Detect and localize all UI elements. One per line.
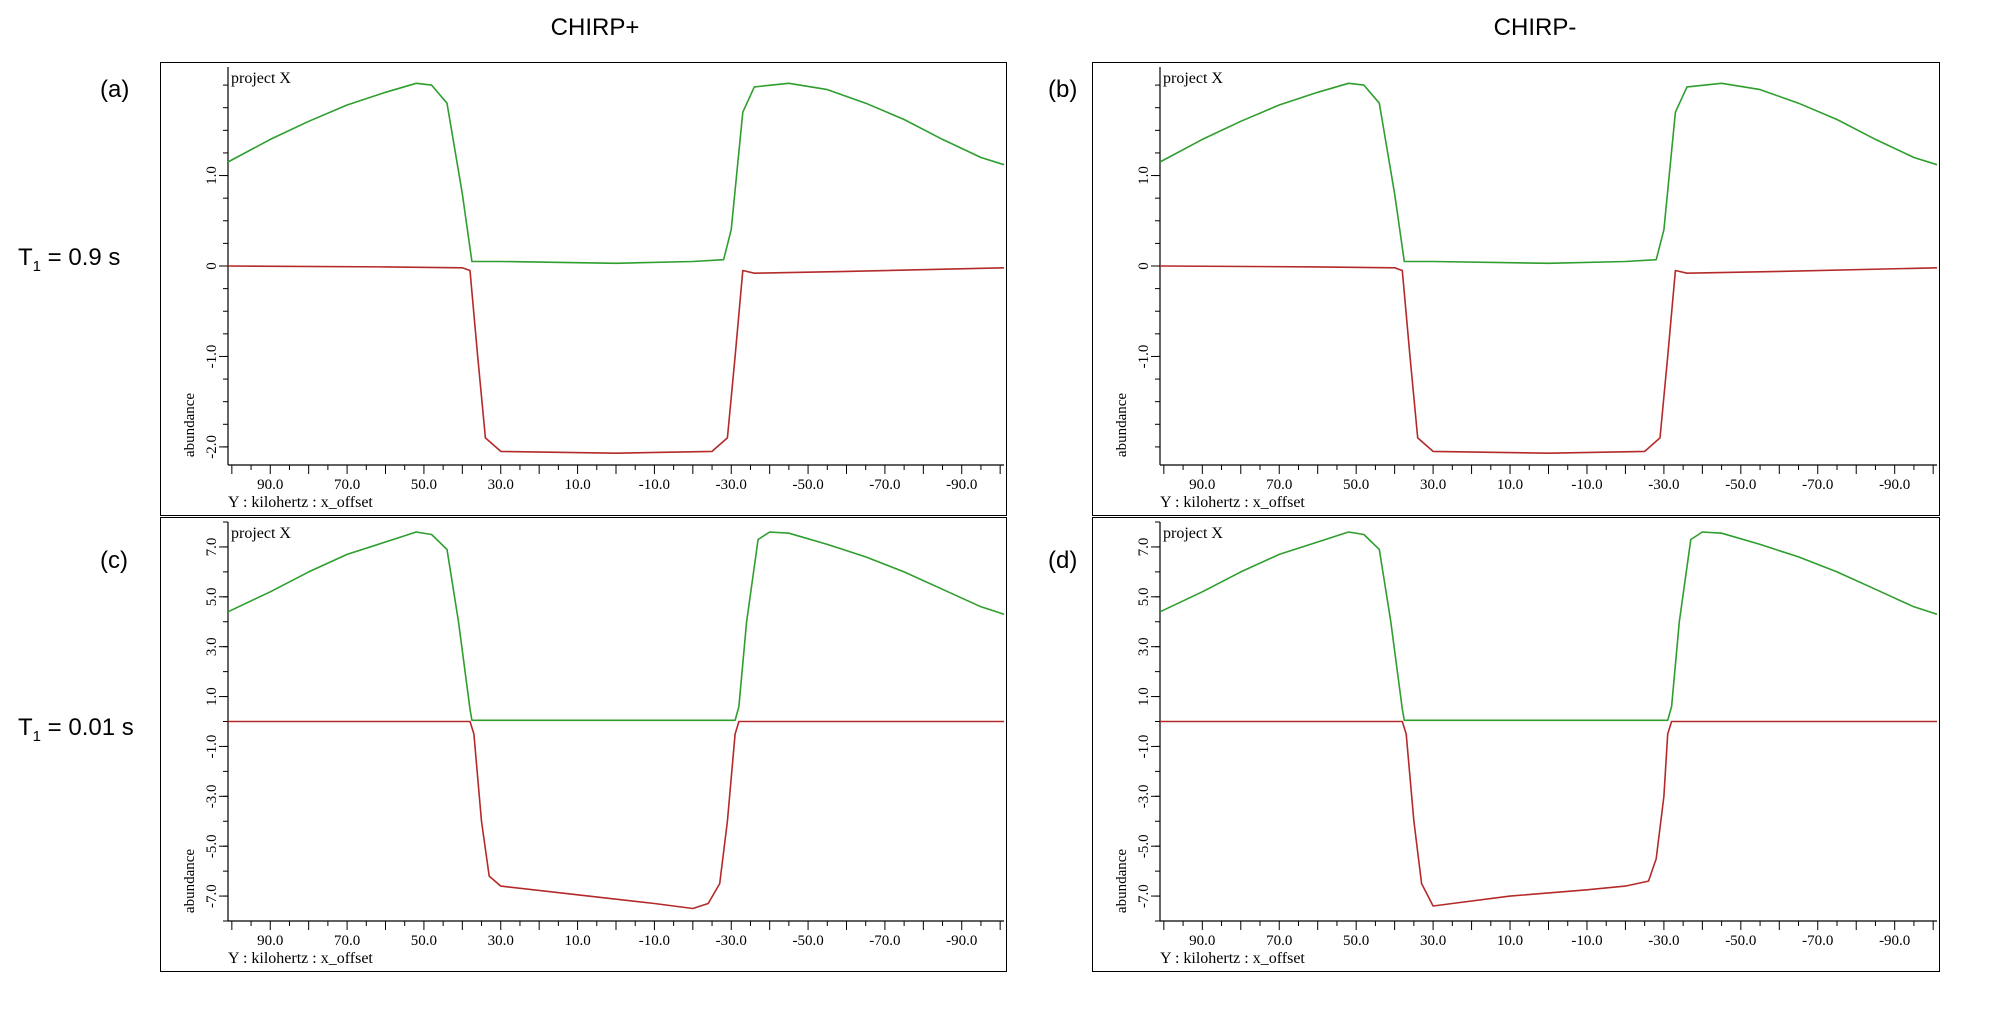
x-tick-label: 10.0	[564, 933, 590, 949]
y-tick-label: 5.0	[204, 587, 220, 606]
green-series-line	[227, 82, 1005, 265]
x-axis-label: Y : kilohertz : x_offset	[1160, 494, 1305, 511]
x-tick-label: -30.0	[716, 933, 747, 949]
red-series-line	[1159, 265, 1938, 454]
x-tick-label: -90.0	[1879, 933, 1910, 949]
x-tick-label: 50.0	[1343, 933, 1369, 949]
x-tick-label: 30.0	[1420, 933, 1446, 949]
y-tick-label: 1.0	[1136, 687, 1152, 706]
red-series-line	[228, 720, 1004, 910]
chart-svg: 90.0 70.0 50.0 30.0 10.0 -10.0 -30.0 -50.0 -70.0…	[1114, 67, 1938, 511]
x-tick-label: 10.0	[1497, 477, 1523, 493]
y-tick-label: -1.0	[1136, 345, 1152, 369]
panel-label-c: (c)	[100, 547, 128, 574]
y-tick-label: 1.0	[1136, 166, 1152, 185]
panel-label-a: (a)	[100, 76, 130, 103]
column-header-chirp-plus: CHIRP+	[550, 14, 640, 41]
y-axis-label: abundance	[182, 393, 198, 457]
chart-title: project X	[231, 525, 291, 542]
y-tick-label: -2.0	[204, 435, 220, 459]
x-tick-label: 50.0	[411, 477, 437, 493]
y-tick-label: 1.0	[204, 166, 220, 185]
y-tick-label: -7.0	[204, 884, 220, 908]
green-series-line	[1159, 82, 1938, 265]
y-axis-label: abundance	[1114, 849, 1130, 913]
y-tick-label: 1.0	[204, 687, 220, 706]
x-tick-label: -70.0	[869, 477, 900, 493]
panel-label-d: (d)	[1048, 547, 1078, 574]
y-tick-label: -3.0	[204, 784, 220, 808]
x-tick-label: 70.0	[1266, 477, 1292, 493]
chart-svg: 90.0 70.0 50.0 30.0 10.0 -10.0 -30.0 -50.0 -70.0…	[182, 67, 1005, 511]
y-tick-label: -1.0	[1136, 735, 1152, 759]
x-tick-label: -30.0	[1648, 477, 1679, 493]
chart-panel-b: 90.0 70.0 50.0 30.0 10.0 -10.0 -30.0 -50.0 -70.0…	[1092, 62, 1940, 516]
x-axis-label: Y : kilohertz : x_offset	[1160, 950, 1305, 967]
green-series-line	[1159, 531, 1938, 722]
y-tick-label: -7.0	[1136, 884, 1152, 908]
chart-svg: 90.0 70.0 50.0 30.0 10.0 -10.0 -30.0 -50.0 -70.0…	[1114, 521, 1938, 967]
x-tick-label: -50.0	[1725, 933, 1756, 949]
chart-panel-c: 90.0 70.0 50.0 30.0 10.0 -10.0 -30.0 -50.0 -70.0…	[160, 517, 1007, 972]
chart-panel-d: 90.0 70.0 50.0 30.0 10.0 -10.0 -30.0 -50.0 -70.0…	[1092, 517, 1940, 972]
x-tick-label: -50.0	[792, 933, 823, 949]
chart-panel-a: 90.0 70.0 50.0 30.0 10.0 -10.0 -30.0 -50.0 -70.0…	[160, 62, 1007, 516]
x-tick-label: 90.0	[1189, 933, 1215, 949]
x-tick-label: -30.0	[716, 477, 747, 493]
x-tick-label: -50.0	[1725, 477, 1756, 493]
chart-title: project X	[231, 70, 291, 87]
x-tick-label: -90.0	[946, 477, 977, 493]
x-tick-label: -10.0	[1571, 933, 1602, 949]
y-tick-label: -5.0	[204, 834, 220, 858]
x-tick-label: 10.0	[1497, 933, 1523, 949]
x-tick-label: -70.0	[1802, 933, 1833, 949]
x-tick-label: 70.0	[1266, 933, 1292, 949]
y-tick-label: -5.0	[1136, 834, 1152, 858]
green-series-line	[227, 531, 1005, 722]
y-tick-label: 5.0	[1136, 587, 1152, 606]
panel-label-b: (b)	[1048, 76, 1078, 103]
chart-title: project X	[1163, 525, 1223, 542]
y-tick-label: 3.0	[1136, 637, 1152, 656]
x-tick-label: -10.0	[639, 477, 670, 493]
y-tick-label: 7.0	[204, 538, 220, 557]
chart-title: project X	[1163, 70, 1223, 87]
x-tick-label: -30.0	[1648, 933, 1679, 949]
y-tick-label: 3.0	[204, 637, 220, 656]
x-tick-label: 30.0	[488, 933, 514, 949]
y-tick-label: 7.0	[1136, 538, 1152, 557]
x-tick-label: -90.0	[1879, 477, 1910, 493]
x-tick-label: -10.0	[1571, 477, 1602, 493]
red-series-line	[227, 265, 1005, 454]
y-tick-label: -3.0	[1136, 784, 1152, 808]
x-tick-label: 90.0	[257, 477, 283, 493]
x-tick-label: 50.0	[411, 933, 437, 949]
row-label-t1-0-9: T1 = 0.9 s	[18, 244, 121, 275]
y-tick-label: -1.0	[204, 735, 220, 759]
y-tick-label: 0	[204, 262, 220, 270]
column-header-chirp-minus: CHIRP-	[1493, 14, 1577, 41]
x-tick-label: 50.0	[1343, 477, 1369, 493]
x-tick-label: 70.0	[334, 933, 360, 949]
x-tick-label: 10.0	[564, 477, 590, 493]
x-tick-label: -70.0	[869, 933, 900, 949]
x-tick-label: 90.0	[1189, 477, 1215, 493]
row-label-t1-0-01: T1 = 0.01 s	[18, 714, 134, 745]
x-axis-label: Y : kilohertz : x_offset	[228, 494, 373, 511]
x-tick-label: -90.0	[946, 933, 977, 949]
x-tick-label: 70.0	[334, 477, 360, 493]
y-tick-label: 0	[1136, 262, 1152, 270]
x-tick-label: 30.0	[1420, 477, 1446, 493]
x-tick-label: 30.0	[488, 477, 514, 493]
x-axis-label: Y : kilohertz : x_offset	[228, 950, 373, 967]
chart-svg: 90.0 70.0 50.0 30.0 10.0 -10.0 -30.0 -50.0 -70.0…	[182, 521, 1005, 967]
x-tick-label: -10.0	[639, 933, 670, 949]
y-axis-label: abundance	[1114, 393, 1130, 457]
y-tick-label: -1.0	[204, 345, 220, 369]
red-series-line	[1160, 720, 1937, 907]
x-tick-label: -70.0	[1802, 477, 1833, 493]
x-tick-label: 90.0	[257, 933, 283, 949]
y-axis-label: abundance	[182, 849, 198, 913]
x-tick-label: -50.0	[792, 477, 823, 493]
